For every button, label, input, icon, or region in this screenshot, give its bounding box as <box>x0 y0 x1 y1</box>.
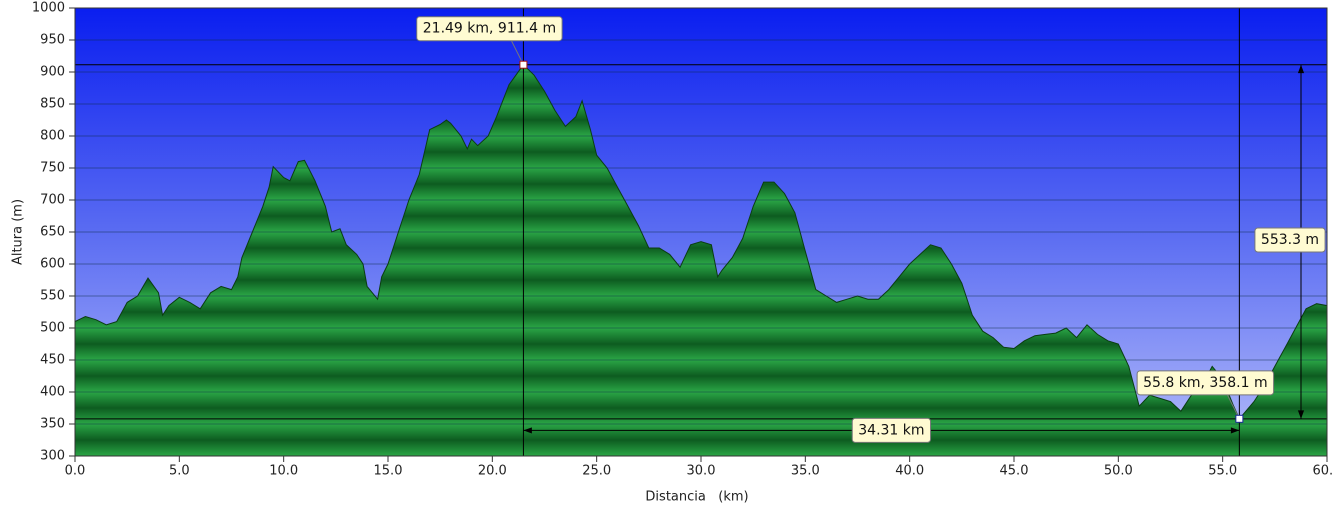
x-tick-label: 15.0 <box>374 464 403 479</box>
x-tick-label: 25.0 <box>582 464 611 479</box>
height-arrow-head <box>1297 410 1305 419</box>
y-tick-label: 300 <box>40 449 65 464</box>
y-tick-label: 700 <box>40 193 65 208</box>
x-tick-label: 5.0 <box>169 464 190 479</box>
y-tick-label: 550 <box>40 289 65 304</box>
x-tick-label: 55.0 <box>1208 464 1237 479</box>
distance-arrow-head <box>523 427 532 434</box>
y-tick-label: 600 <box>40 257 65 272</box>
distance-label-box <box>851 417 932 443</box>
y-tick-label: 1000 <box>32 1 65 16</box>
x-tick-label: 0.0 <box>65 464 86 479</box>
x-tick-label: 10.0 <box>269 464 298 479</box>
marker-label: 55.8 km, 358.1 m <box>1143 375 1267 391</box>
elevation-area <box>74 63 1328 457</box>
y-tick-label: 350 <box>40 417 65 432</box>
marker-point <box>519 60 528 69</box>
distance-arrow-head <box>1230 427 1240 434</box>
y-tick-label: 850 <box>40 97 65 112</box>
y-tick-label: 800 <box>40 129 65 144</box>
height-arrow-head <box>1297 64 1305 74</box>
marker-label-box <box>416 16 563 42</box>
y-tick-label: 900 <box>40 65 65 80</box>
x-tick-label: 35.0 <box>791 464 820 479</box>
plot-frame <box>74 7 1328 457</box>
y-tick-label: 400 <box>40 385 65 400</box>
y-tick-label: 500 <box>40 321 65 336</box>
height-label: 553.3 m <box>1261 232 1319 248</box>
marker-label-box <box>1136 370 1275 396</box>
distance-label: 34.31 km <box>858 422 924 438</box>
x-tick-label: 20.0 <box>478 464 507 479</box>
x-tick-label: 45.0 <box>1000 464 1029 479</box>
x-tick-label: 30.0 <box>687 464 716 479</box>
y-tick-label: 950 <box>40 33 65 48</box>
x-tick-label: 50.0 <box>1104 464 1133 479</box>
marker-label: 21.49 km, 911.4 m <box>423 21 556 37</box>
y-axis-label: Altura (m) <box>11 199 26 265</box>
y-tick-label: 450 <box>40 353 65 368</box>
x-axis-label: Distancia (km) <box>645 490 748 505</box>
x-tick-label: 60.0 <box>1313 464 1333 479</box>
height-label-box <box>1254 227 1326 253</box>
x-tick-label: 40.0 <box>895 464 924 479</box>
y-tick-label: 750 <box>40 161 65 176</box>
y-tick-label: 650 <box>40 225 65 240</box>
marker-point <box>1235 414 1244 423</box>
